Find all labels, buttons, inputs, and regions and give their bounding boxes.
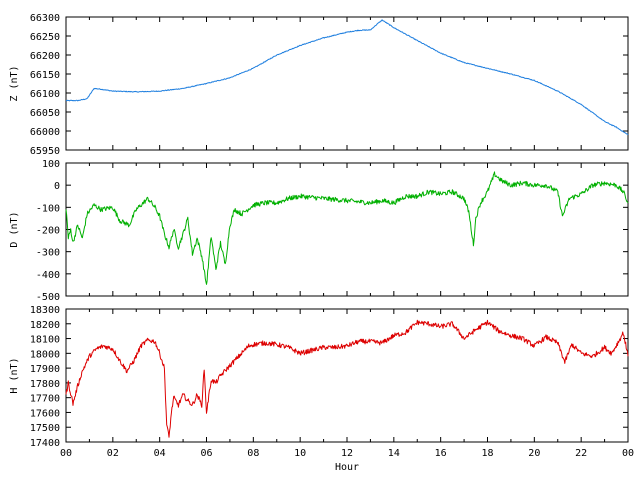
h-y-tick-label: 17900	[30, 364, 60, 375]
z-y-tick-label: 66050	[30, 108, 60, 119]
d-x-ticks	[65, 163, 629, 296]
d-series-line	[65, 171, 629, 285]
d-panel: -500 -400 -300 -200 -100 0 100 D (nT)	[9, 159, 629, 303]
h-series-line	[65, 319, 629, 438]
h-y-axis: 17400 17500 17600 17700 17800 17900 18000 18100…	[30, 305, 628, 449]
d-y-tick-label: 100	[42, 159, 60, 170]
x-tick-label: 02	[107, 448, 119, 459]
d-y-tick-label: -500	[36, 292, 60, 303]
d-y-axis: -500 -400 -300 -200 -100 0 100	[36, 159, 628, 303]
z-y-tick-label: 66250	[30, 32, 60, 43]
z-y-tick-label: 66000	[30, 127, 60, 138]
d-y-tick-label: -100	[36, 203, 60, 214]
x-tick-label: 08	[247, 448, 259, 459]
z-y-tick-label: 66300	[30, 13, 60, 24]
z-y-tick-label: 66150	[30, 70, 60, 81]
h-y-tick-label: 18300	[30, 305, 60, 316]
x-tick-label: 00	[622, 448, 634, 459]
x-tick-label: 16	[435, 448, 447, 459]
z-series-line	[65, 19, 629, 136]
d-y-tick-label: -400	[36, 270, 60, 281]
z-y-axis-label: Z (nT)	[9, 65, 20, 101]
h-y-tick-label: 17800	[30, 379, 60, 390]
h-y-tick-label: 17700	[30, 394, 60, 405]
x-tick-label: 22	[575, 448, 587, 459]
z-y-tick-label: 66100	[30, 89, 60, 100]
h-y-tick-label: 17400	[30, 438, 60, 449]
z-y-axis: 65950 66000 66050 66100 66150 66200 66250 66300	[30, 13, 628, 157]
h-y-tick-label: 18200	[30, 320, 60, 331]
x-tick-label: 20	[528, 448, 540, 459]
d-y-tick-label: -200	[36, 226, 60, 237]
h-y-tick-label: 17600	[30, 408, 60, 419]
z-panel: 65950 66000 66050 66100 66150 66200 66250 66300…	[9, 13, 629, 157]
d-y-tick-label: 0	[54, 181, 60, 192]
x-tick-label: 04	[154, 448, 166, 459]
z-y-tick-label: 66200	[30, 51, 60, 62]
z-y-tick-label: 65950	[30, 146, 60, 157]
h-y-tick-label: 18100	[30, 335, 60, 346]
x-tick-label: 12	[341, 448, 353, 459]
x-tick-label: 10	[294, 448, 306, 459]
h-y-tick-label: 18000	[30, 349, 60, 360]
h-y-axis-label: H (nT)	[9, 357, 20, 393]
h-panel: 1740017500176001770017800179001800018100…	[9, 305, 634, 473]
z-x-ticks	[65, 17, 629, 150]
x-axis-label: Hour	[335, 462, 359, 473]
h-y-tick-label: 17500	[30, 423, 60, 434]
d-y-axis-label: D (nT)	[9, 211, 20, 247]
h-x-axis: 00 02 04 06 08 10 12 14 16 18 20 22 00	[60, 309, 634, 459]
x-tick-label: 06	[200, 448, 212, 459]
x-tick-label: 14	[388, 448, 400, 459]
d-y-tick-label: -300	[36, 248, 60, 259]
x-tick-label: 18	[481, 448, 493, 459]
x-tick-label: 00	[60, 448, 72, 459]
